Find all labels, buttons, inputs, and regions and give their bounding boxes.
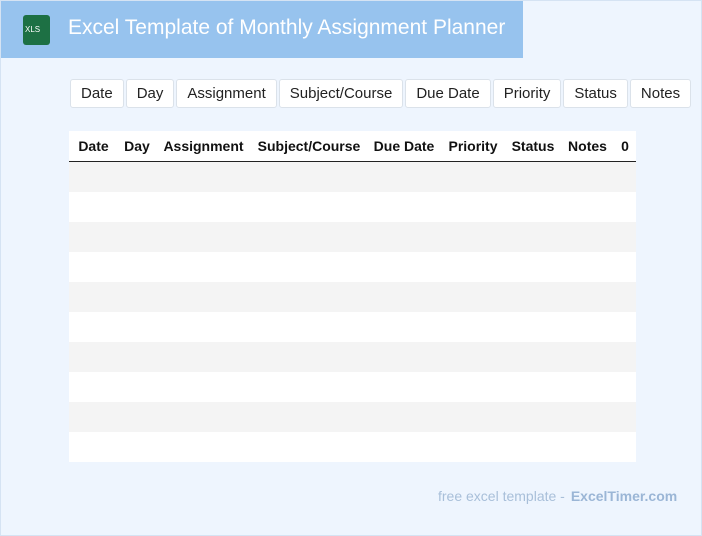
- table-row: [69, 342, 636, 372]
- column-button[interactable]: Assignment: [176, 79, 277, 108]
- table-body: [69, 162, 636, 462]
- table-row: [69, 192, 636, 222]
- table-row: [69, 432, 636, 462]
- xls-icon: XLS: [23, 15, 50, 45]
- column-button[interactable]: Subject/Course: [278, 79, 404, 108]
- column-button[interactable]: Due Date: [405, 79, 491, 108]
- table-row: [69, 282, 636, 312]
- table-row: [69, 312, 636, 342]
- header-banner: XLS Excel Template of Monthly Assignment…: [1, 1, 523, 58]
- column-button[interactable]: Date: [70, 79, 124, 108]
- column-header: Status: [511, 138, 555, 154]
- column-button[interactable]: Day: [125, 79, 175, 108]
- column-header: Assignment: [163, 138, 244, 154]
- filter-buttons: Date Day Assignment Subject/Course Due Date P…: [70, 79, 692, 108]
- column-button[interactable]: Status: [563, 79, 628, 108]
- footer-text: free excel template -: [438, 488, 565, 504]
- column-header: Due Date: [373, 138, 435, 154]
- column-header: Priority: [448, 138, 498, 154]
- column-button[interactable]: Priority: [492, 79, 562, 108]
- column-header: Date: [78, 138, 109, 154]
- table-header: Date Day Assignment Subject/Course Due Date P…: [69, 131, 636, 162]
- column-header: Notes: [568, 138, 607, 154]
- column-button[interactable]: Notes: [629, 79, 692, 108]
- table-row: [69, 162, 636, 192]
- icon-label: XLS: [25, 25, 41, 34]
- table-row: [69, 222, 636, 252]
- column-header: Day: [124, 138, 150, 154]
- column-header: 0: [621, 138, 629, 154]
- page-title: Excel Template of Monthly Assignment Pla…: [68, 16, 506, 39]
- planner-table: Date Day Assignment Subject/Course Due Date P…: [69, 131, 636, 462]
- column-header: Subject/Course: [257, 138, 361, 154]
- footer: free excel template - ExcelTimer.com: [438, 488, 677, 504]
- table-row: [69, 252, 636, 282]
- footer-brand[interactable]: ExcelTimer.com: [570, 488, 678, 504]
- table-row: [69, 372, 636, 402]
- table-row: [69, 402, 636, 432]
